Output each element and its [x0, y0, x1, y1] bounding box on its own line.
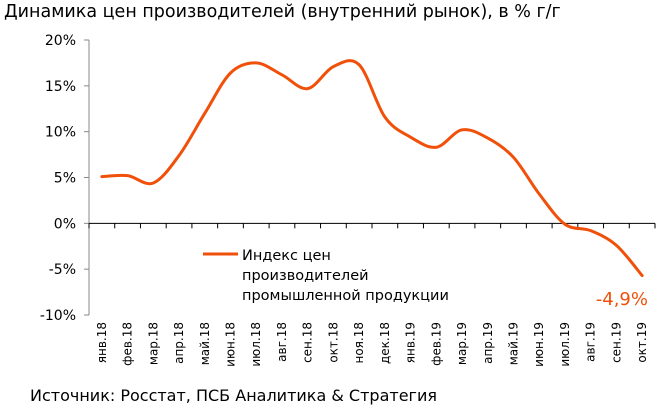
x-tick-label: дек.18 — [378, 322, 392, 364]
x-tick-label: янв.18 — [95, 322, 109, 363]
x-tick-label: сен.19 — [609, 322, 623, 363]
x-tick-label: июл.19 — [558, 322, 572, 367]
x-tick-label: окт.19 — [635, 322, 649, 363]
x-tick-label: авг.19 — [584, 322, 598, 362]
legend-label: производителей — [242, 268, 369, 284]
y-tick-label: 0% — [54, 216, 76, 232]
x-tick-label: апр.19 — [481, 322, 495, 364]
y-tick-label: -5% — [49, 262, 76, 278]
x-tick-label: янв.19 — [404, 322, 418, 363]
chart-source: Источник: Росстат, ПСБ Аналитика & Страт… — [30, 386, 437, 405]
series-line — [100, 59, 644, 278]
x-tick-label: июн.19 — [532, 322, 546, 367]
x-tick-label: июл.18 — [249, 322, 263, 367]
x-tick-label: май.19 — [507, 322, 521, 365]
y-tick-label: -10% — [40, 308, 76, 324]
x-tick-label: авг.18 — [275, 322, 289, 362]
x-tick-label: мар.18 — [146, 322, 160, 365]
x-tick-label: ноя.18 — [352, 322, 366, 364]
x-tick-label: апр.18 — [172, 322, 186, 364]
x-tick-label: окт.18 — [326, 322, 340, 363]
x-tick-label: сен.18 — [301, 322, 315, 363]
legend-label: промышленной продукции — [242, 288, 449, 304]
y-tick-label: 10% — [45, 125, 76, 141]
y-tick-label: 5% — [54, 171, 76, 187]
x-tick-label: май.18 — [198, 322, 212, 365]
x-tick-label: мар.19 — [455, 322, 469, 365]
chart-title: Динамика цен производителей (внутренний … — [4, 2, 561, 22]
y-tick-label: 15% — [45, 79, 76, 95]
x-tick-label: фев.18 — [121, 322, 135, 366]
y-tick-label: 20% — [45, 33, 76, 49]
x-tick-label: июн.18 — [224, 322, 238, 367]
x-tick-label: фев.19 — [429, 322, 443, 366]
legend-label: Индекс цен — [242, 248, 331, 264]
data-label-last: -4,9% — [596, 289, 648, 310]
